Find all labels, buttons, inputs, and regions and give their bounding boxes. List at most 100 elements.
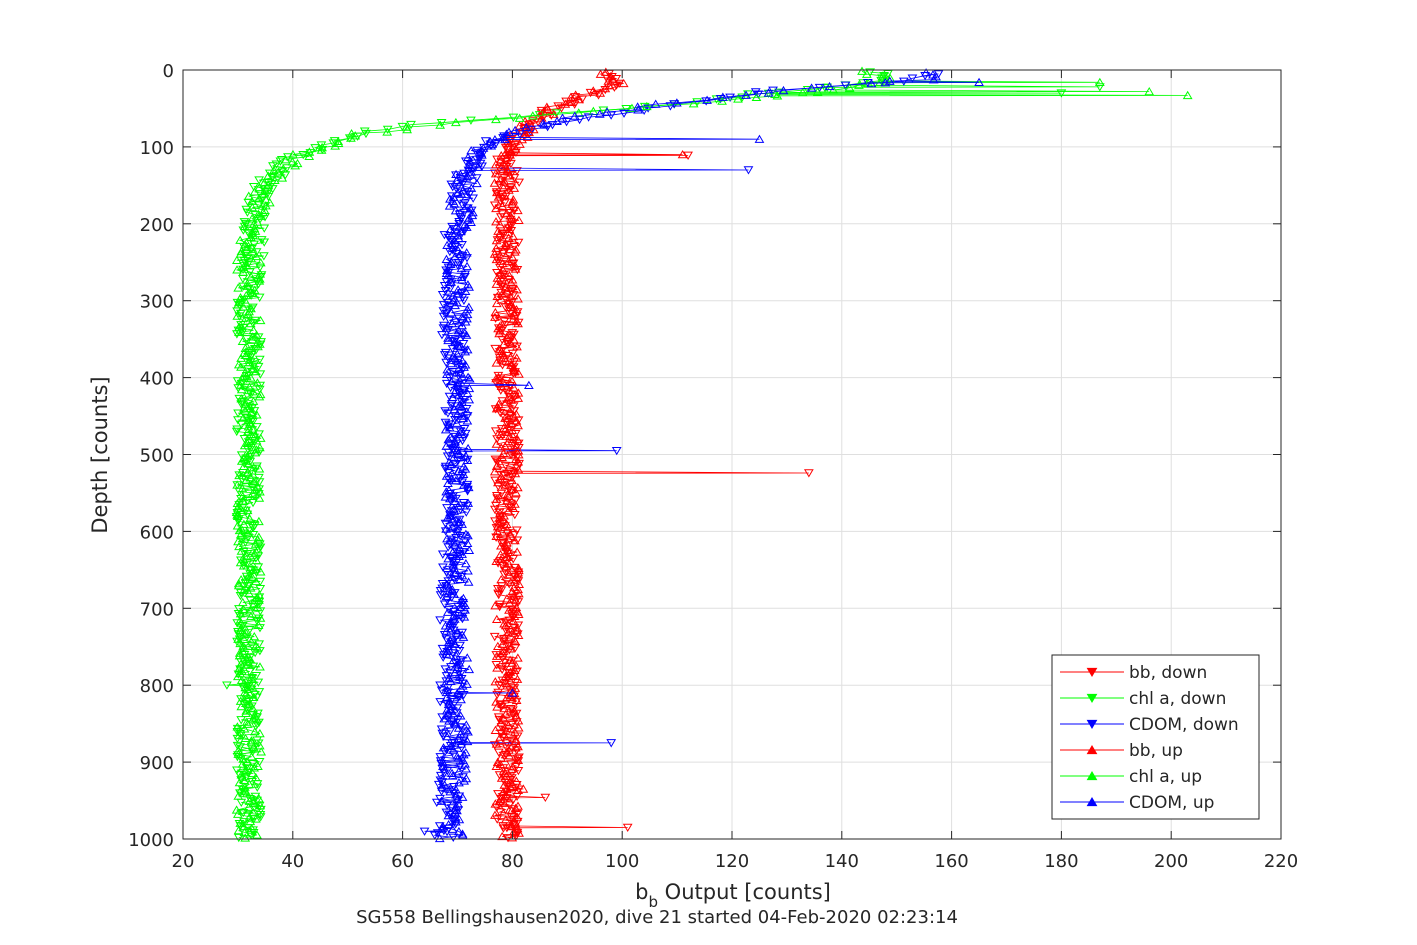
data-point <box>506 213 517 222</box>
data-point <box>245 816 256 826</box>
data-point <box>468 194 479 203</box>
legend-marker <box>1086 719 1098 730</box>
data-point <box>501 153 512 162</box>
data-point <box>456 189 467 198</box>
data-point <box>434 833 445 843</box>
data-point <box>247 202 258 212</box>
data-point <box>505 480 516 489</box>
data-point <box>263 171 274 180</box>
data-point <box>443 708 454 718</box>
data-point <box>505 338 515 347</box>
data-point <box>458 610 469 619</box>
data-point <box>448 751 459 760</box>
data-point <box>450 436 460 446</box>
data-point <box>450 633 461 642</box>
data-point <box>440 418 451 428</box>
data-point <box>441 693 452 702</box>
data-point <box>361 129 371 139</box>
data-point <box>444 697 454 706</box>
data-point <box>457 312 468 321</box>
data-point <box>462 261 472 271</box>
data-point <box>438 563 448 572</box>
data-point <box>255 584 266 594</box>
data-point <box>502 166 513 175</box>
data-point <box>271 160 282 169</box>
data-point <box>505 150 515 159</box>
data-point <box>447 228 458 237</box>
data-point <box>450 476 461 485</box>
data-point <box>454 826 464 836</box>
data-point <box>449 504 459 513</box>
data-point <box>242 452 253 461</box>
data-point <box>577 95 588 104</box>
data-point <box>440 519 451 529</box>
data-point <box>466 116 476 125</box>
data-point <box>511 526 522 535</box>
data-point <box>502 538 512 547</box>
data-point <box>457 829 468 838</box>
data-point <box>247 335 258 344</box>
data-point <box>505 146 516 155</box>
data-point <box>501 208 512 217</box>
data-point <box>246 404 257 413</box>
data-point <box>222 681 232 690</box>
data-point <box>440 425 451 434</box>
data-point <box>866 78 877 88</box>
series-layer <box>222 66 1193 843</box>
data-point <box>234 541 244 551</box>
data-point <box>450 808 461 817</box>
data-point <box>455 641 465 651</box>
data-point <box>233 825 244 835</box>
data-point <box>489 467 500 476</box>
data-point <box>508 411 519 420</box>
data-point <box>500 709 511 718</box>
data-point <box>450 117 461 127</box>
data-point <box>499 704 509 713</box>
data-point <box>440 527 451 536</box>
data-point <box>453 753 464 762</box>
data-point <box>512 167 522 176</box>
data-point <box>508 335 519 344</box>
data-point <box>462 416 473 425</box>
data-point <box>499 180 510 190</box>
data-point <box>449 610 460 619</box>
data-point <box>464 545 475 555</box>
data-point <box>238 585 249 595</box>
data-point <box>461 529 471 538</box>
data-point <box>454 390 464 399</box>
data-point <box>241 371 252 381</box>
data-point <box>236 362 246 371</box>
data-point <box>511 148 521 157</box>
data-point <box>444 716 454 725</box>
data-point <box>239 782 250 791</box>
data-point <box>460 199 470 208</box>
data-point <box>513 450 524 459</box>
y-tick-label: 500 <box>140 446 174 467</box>
data-point <box>457 275 467 284</box>
data-point <box>627 103 637 112</box>
data-point <box>512 434 523 443</box>
data-point <box>476 150 487 159</box>
data-point <box>436 686 447 695</box>
data-point <box>491 358 502 367</box>
data-point <box>515 139 525 148</box>
data-point <box>441 626 452 635</box>
data-point <box>454 515 465 525</box>
data-point <box>453 340 464 349</box>
data-point <box>921 68 931 77</box>
data-point <box>455 683 466 693</box>
data-point <box>316 145 327 154</box>
data-point <box>588 86 599 95</box>
data-point <box>491 217 501 226</box>
data-point <box>462 388 473 398</box>
data-point <box>448 745 459 754</box>
data-point <box>454 646 465 656</box>
data-point <box>234 470 245 480</box>
data-point <box>450 667 460 677</box>
data-point <box>242 694 252 703</box>
data-point <box>246 685 257 694</box>
data-point <box>240 765 251 774</box>
data-point <box>633 105 643 114</box>
data-point <box>236 701 247 711</box>
data-point <box>254 176 265 185</box>
